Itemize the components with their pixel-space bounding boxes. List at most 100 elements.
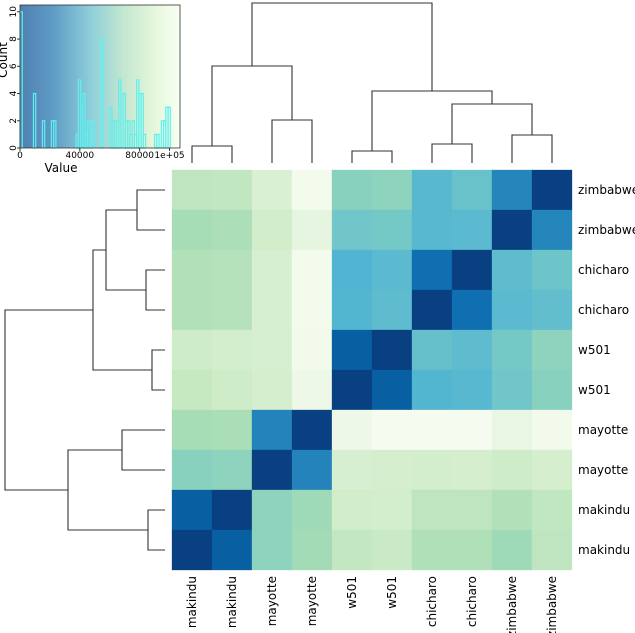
dendrogram-link xyxy=(251,2,433,91)
heatmap-cell xyxy=(291,169,333,211)
heatmap-cell xyxy=(491,489,533,531)
heatmap-cell xyxy=(531,329,573,371)
x-tick-label: 0 xyxy=(17,151,23,161)
heatmap-cell xyxy=(171,529,213,571)
heatmap-cell xyxy=(371,209,413,251)
row-label: zimbabwe xyxy=(578,183,635,197)
row-label: makindu xyxy=(578,503,630,517)
row-dendrogram xyxy=(4,189,165,551)
heatmap-cell xyxy=(451,169,493,211)
heatmap-cell xyxy=(531,449,573,491)
dendrogram-link xyxy=(147,509,165,551)
heatmap-cell xyxy=(331,289,373,331)
heatmap-cell xyxy=(211,449,253,491)
heatmap-cell xyxy=(211,409,253,451)
dendrogram-link xyxy=(105,209,146,291)
column-label: w501 xyxy=(385,576,399,609)
heatmap-cell xyxy=(251,169,293,211)
heatmap-cell xyxy=(531,249,573,291)
heatmap-cell xyxy=(251,449,293,491)
heatmap-cell xyxy=(491,449,533,491)
heatmap-cell xyxy=(331,409,373,451)
column-dendrogram xyxy=(191,2,553,163)
dendrogram-link xyxy=(136,189,165,231)
heatmap-cell xyxy=(451,449,493,491)
color-key-xlabel: Value xyxy=(45,161,78,175)
heatmap-cell xyxy=(251,209,293,251)
column-label: chicharo xyxy=(465,576,479,627)
heatmap-cell xyxy=(371,529,413,571)
heatmap-cell xyxy=(171,369,213,411)
column-label: zimbabwe xyxy=(505,576,519,633)
row-label: zimbabwe xyxy=(578,223,635,237)
heatmap-cell xyxy=(331,449,373,491)
heatmap-cell xyxy=(211,369,253,411)
heatmap-cell xyxy=(411,409,453,451)
heatmap-cell xyxy=(251,249,293,291)
column-label: mayotte xyxy=(265,576,279,626)
heatmap-cell xyxy=(371,409,413,451)
heatmap-cell xyxy=(411,289,453,331)
dendrogram-link xyxy=(191,145,233,163)
heatmap-cell xyxy=(451,249,493,291)
heatmap-cell xyxy=(171,329,213,371)
color-key-frame xyxy=(19,4,181,149)
dendrogram-link xyxy=(92,249,152,371)
y-tick-label: 10 xyxy=(9,6,19,18)
column-label: zimbabwe xyxy=(545,576,559,633)
color-key: 0 40000 80000 1e+05 0 2 4 6 8 10 Value Count xyxy=(0,4,185,175)
heatmap-cell xyxy=(251,489,293,531)
heatmap-cell xyxy=(451,209,493,251)
column-label: mayotte xyxy=(305,576,319,626)
heatmap-cell xyxy=(291,529,333,571)
y-tick-label: 4 xyxy=(9,90,19,96)
dendrogram-link xyxy=(145,269,165,311)
heatmap-cell xyxy=(291,209,333,251)
color-key-ylabel: Count xyxy=(0,42,10,78)
heatmap-cell xyxy=(291,249,333,291)
heatmap-cell xyxy=(491,369,533,411)
row-label: mayotte xyxy=(578,423,628,437)
heatmap-cell xyxy=(491,529,533,571)
heatmap-cell xyxy=(211,169,253,211)
heatmap-cell xyxy=(451,529,493,571)
row-label: w501 xyxy=(578,343,611,357)
heatmap-cell xyxy=(491,209,533,251)
heatmap-cell xyxy=(411,449,453,491)
heatmap-cell xyxy=(291,489,333,531)
heatmap-cell xyxy=(411,209,453,251)
heatmap-cell xyxy=(291,449,333,491)
heatmap-cell xyxy=(331,329,373,371)
heatmap-cell xyxy=(411,489,453,531)
heatmap-cell xyxy=(531,489,573,531)
column-label: chicharo xyxy=(425,576,439,627)
heatmap-cell xyxy=(251,329,293,371)
heatmap-cell xyxy=(451,489,493,531)
heatmap-cell xyxy=(371,289,413,331)
heatmap-cell xyxy=(291,289,333,331)
heatmap-cell xyxy=(531,369,573,411)
row-label: makindu xyxy=(578,543,630,557)
y-tick-label: 6 xyxy=(9,63,19,69)
heatmap-cell xyxy=(211,529,253,571)
heatmap-cell xyxy=(411,249,453,291)
heatmap-cell xyxy=(331,209,373,251)
heatmap-cell xyxy=(211,289,253,331)
heatmap-cell xyxy=(331,529,373,571)
heatmap-cell xyxy=(451,329,493,371)
row-label: mayotte xyxy=(578,463,628,477)
heatmap-cell xyxy=(331,169,373,211)
heatmap-cell xyxy=(491,329,533,371)
heatmap-cell xyxy=(291,369,333,411)
heatmap-cell xyxy=(171,209,213,251)
column-label: makindu xyxy=(225,576,239,628)
heatmap-cell xyxy=(531,169,573,211)
heatmap-cell xyxy=(411,529,453,571)
heatmap-cell xyxy=(371,449,413,491)
heatmap-cell xyxy=(531,409,573,451)
heatmap-cell xyxy=(371,169,413,211)
heatmap-cell xyxy=(371,249,413,291)
heatmap-cell xyxy=(171,249,213,291)
heatmap-cell xyxy=(251,369,293,411)
